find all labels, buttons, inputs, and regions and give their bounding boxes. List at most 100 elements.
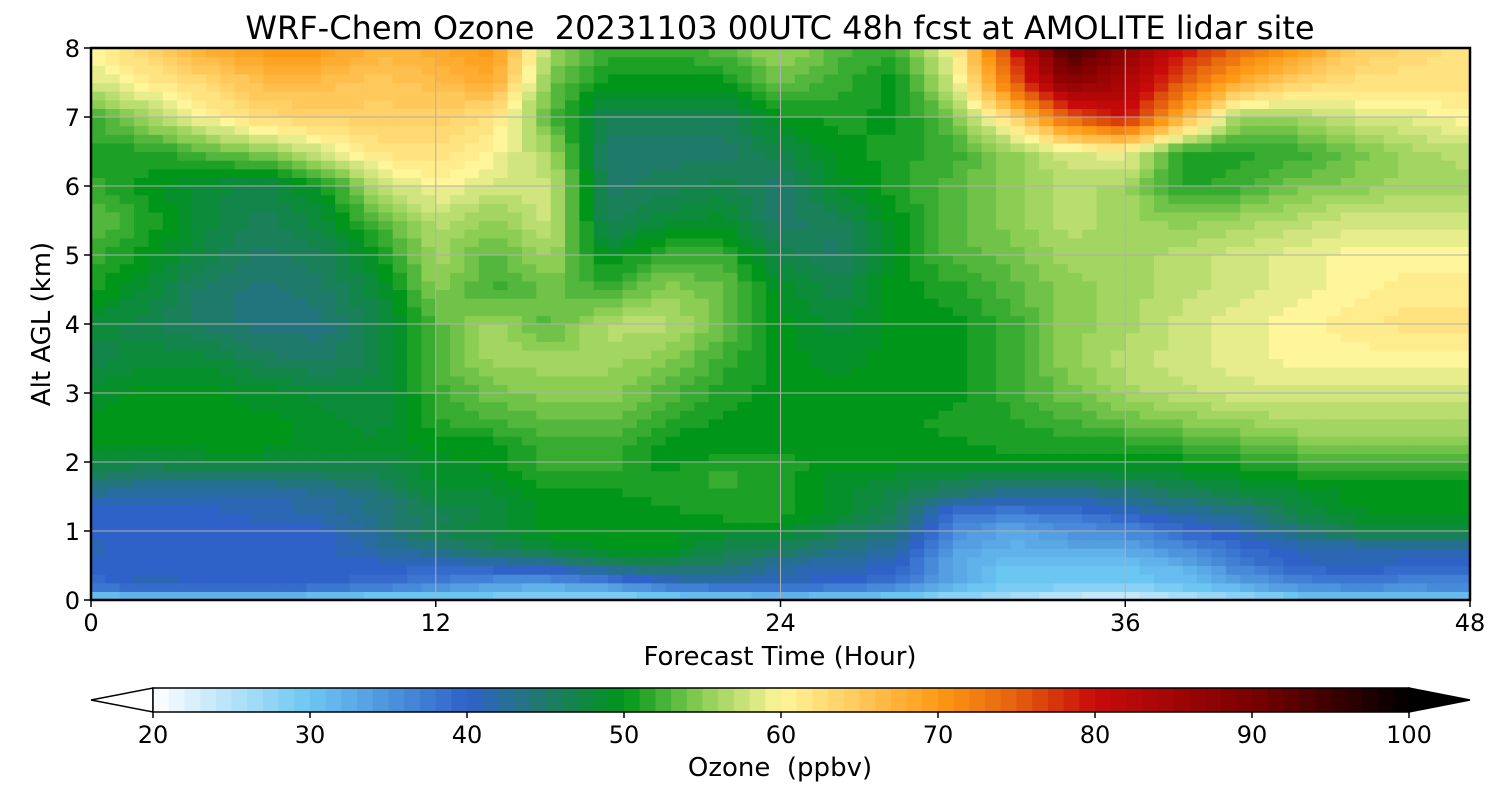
ozone-cell <box>1082 349 1098 360</box>
ozone-cell <box>205 177 221 187</box>
ozone-cell <box>1297 332 1313 342</box>
ozone-cell <box>679 453 695 463</box>
ozone-cell <box>852 496 868 506</box>
ozone-cell <box>924 160 940 170</box>
ozone-cell <box>1426 367 1442 377</box>
ozone-cell <box>521 565 537 575</box>
ozone-cell <box>679 479 695 489</box>
ozone-cell <box>177 324 193 334</box>
ozone-cell <box>565 194 580 204</box>
ozone-cell <box>593 505 609 515</box>
ozone-cell <box>694 315 710 325</box>
ozone-cell <box>119 358 135 368</box>
ozone-cell <box>1039 358 1055 368</box>
ozone-cell <box>536 160 552 170</box>
ozone-cell <box>292 582 308 592</box>
ozone-cell <box>895 168 911 178</box>
ozone-cell <box>751 548 767 558</box>
ozone-cell <box>521 375 537 385</box>
ozone-cell <box>191 246 207 256</box>
ozone-cell <box>1010 332 1026 342</box>
ozone-cell <box>866 263 882 273</box>
ozone-cell <box>1369 280 1385 291</box>
ozone-cell <box>1024 341 1040 351</box>
ozone-cell <box>1297 513 1313 523</box>
ozone-cell <box>651 539 667 549</box>
ozone-cell <box>191 548 207 558</box>
ozone-cell <box>277 496 293 506</box>
ozone-cell <box>995 367 1011 377</box>
ozone-cell <box>1197 194 1213 204</box>
ozone-cell <box>1311 220 1327 230</box>
ozone-cell <box>1340 556 1356 567</box>
ozone-cell <box>967 263 983 273</box>
ozone-cell <box>995 418 1011 429</box>
ozone-cell <box>1240 315 1256 325</box>
ozone-cell <box>651 220 667 230</box>
ozone-cell <box>909 263 925 273</box>
ozone-cell <box>608 410 624 420</box>
ozone-cell <box>924 539 940 549</box>
ozone-cell <box>679 160 695 170</box>
ozone-cell <box>191 574 207 584</box>
ozone-cell <box>924 513 940 523</box>
ozone-cell <box>565 289 580 299</box>
ozone-cell <box>866 306 882 316</box>
ozone-cell <box>608 341 624 351</box>
ozone-cell <box>1441 574 1457 584</box>
ozone-cell <box>579 237 595 247</box>
ozone-cell <box>450 487 466 498</box>
ozone-cell <box>1240 220 1256 230</box>
ozone-cell <box>608 168 624 178</box>
ozone-cell <box>1355 332 1371 342</box>
ozone-cell <box>780 548 796 558</box>
ozone-cell <box>622 591 638 600</box>
ozone-cell <box>1398 436 1414 446</box>
ozone-cell <box>593 186 609 196</box>
ozone-cell <box>622 272 638 282</box>
ozone-cell <box>751 280 767 291</box>
ozone-cell <box>220 255 236 265</box>
ozone-cell <box>1412 574 1428 584</box>
ozone-cell <box>407 522 422 532</box>
ozone-cell <box>823 341 839 351</box>
ozone-cell <box>507 393 523 403</box>
ozone-cell <box>909 229 925 239</box>
ozone-cell <box>967 401 983 411</box>
ozone-cell <box>1441 539 1457 549</box>
ozone-cell <box>1168 574 1184 584</box>
ozone-cell <box>823 393 839 403</box>
ozone-cell <box>1297 410 1313 420</box>
ozone-cell <box>866 237 882 247</box>
ozone-cell <box>1096 229 1112 239</box>
ozone-cell <box>1426 263 1442 273</box>
ozone-cell <box>1168 505 1184 515</box>
ozone-cell <box>1297 315 1313 325</box>
ozone-cell <box>952 462 968 472</box>
ozone-cell <box>1211 531 1227 541</box>
ozone-cell <box>651 341 667 351</box>
ozone-cell <box>536 211 552 222</box>
ozone-cell <box>550 582 566 592</box>
ozone-cell <box>478 341 494 351</box>
ozone-cell <box>1240 401 1256 411</box>
ozone-cell <box>1182 358 1198 368</box>
ozone-cell <box>134 324 150 334</box>
ozone-cell <box>651 418 667 429</box>
ozone-cell <box>1039 289 1055 299</box>
ozone-cell <box>292 298 308 308</box>
ozone-cell <box>234 332 250 342</box>
ozone-cell <box>536 453 552 463</box>
ozone-cell <box>1441 462 1457 472</box>
ozone-cell <box>766 375 782 385</box>
ozone-cell <box>823 367 839 377</box>
ozone-cell <box>1254 574 1270 584</box>
ozone-cell <box>292 324 308 334</box>
ozone-cell <box>780 418 796 429</box>
ozone-cell <box>421 574 437 584</box>
ozone-cell <box>536 280 552 291</box>
ozone-cell <box>134 591 150 600</box>
ozone-cell <box>1053 418 1069 429</box>
ozone-cell <box>1182 280 1198 291</box>
ozone-cell <box>794 539 810 549</box>
